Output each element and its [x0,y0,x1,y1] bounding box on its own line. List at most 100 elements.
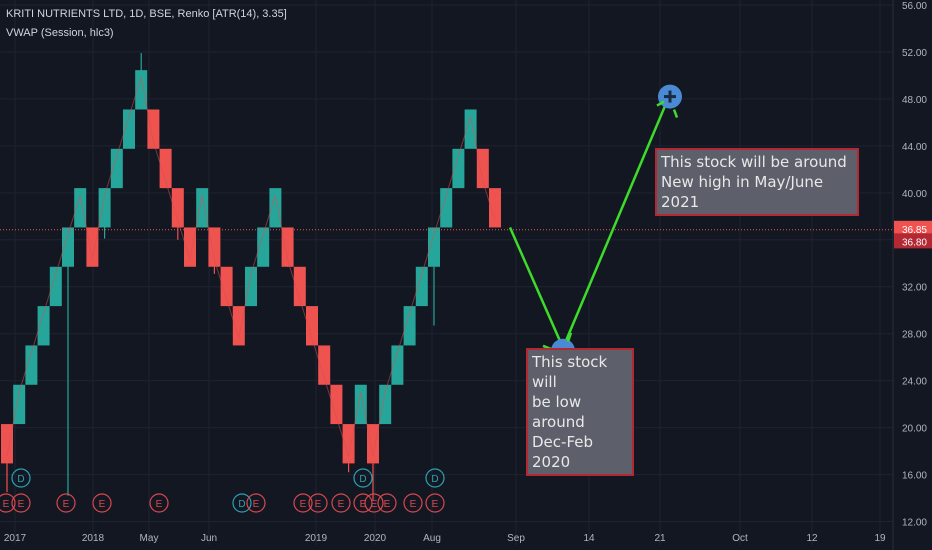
high-annotation-line: New high in May/June 2021 [661,173,824,211]
low-annotation: This stock will be low around Dec-Feb 20… [526,348,634,476]
chart-title: KRITI NUTRIENTS LTD, 1D, BSE, Renko [ATR… [6,8,287,20]
event-marker-label: E [338,499,345,510]
renko-brick [37,306,50,346]
x-tick-label: 19 [874,533,886,544]
high-annotation: This stock will be around New high in Ma… [655,148,859,216]
high-annotation-line: This stock will be around [661,153,847,171]
renko-brick [86,227,99,267]
renko-brick [476,148,489,189]
event-marker-label: E [360,499,367,510]
y-tick-label: 32.00 [902,283,927,294]
event-marker-label: E [63,499,70,510]
renko-brick [391,345,404,385]
event-marker [425,493,445,513]
renko-brick [208,227,221,267]
event-marker [308,493,328,513]
event-marker [246,493,266,513]
event-marker [403,493,423,513]
renko-brick [306,306,318,346]
event-marker-label: D [238,499,245,510]
event-marker [364,493,384,513]
low-annotation-line: This stock will [532,353,608,391]
dividend-marker [353,468,373,488]
event-marker [331,493,351,513]
event-marker [353,493,373,513]
event-marker [293,493,313,513]
renko-brick [354,384,367,425]
renko-brick [293,266,306,307]
x-tick-label: Sep [507,533,525,544]
renko-brick [330,384,343,425]
x-tick-label: 2019 [305,533,328,544]
renko-brick [49,266,62,307]
x-tick-label: 2020 [364,533,387,544]
x-tick-label: 14 [583,533,595,544]
last-price-tag [894,220,932,236]
y-tick-label: 20.00 [902,424,927,435]
renko-brick [379,384,392,425]
renko-brick [367,424,379,464]
indicator-label: VWAP (Session, hlc3) [6,27,114,39]
x-tick-label: Aug [423,533,441,544]
renko-brick [74,188,87,228]
x-tick-label: 12 [806,533,818,544]
y-tick-label: 56.00 [902,1,927,12]
x-tick-label: May [140,533,159,544]
renko-brick [220,266,233,307]
event-marker-label: E [156,499,163,510]
renko-brick [428,227,440,267]
renko-brick [318,345,331,385]
event-marker [56,493,76,513]
marker-tick [656,100,665,107]
low-annotation-line: Dec-Feb 2020 [532,433,593,471]
y-tick-label: 40.00 [902,189,927,200]
dividend-marker [11,468,31,488]
event-marker-label: E [3,499,10,510]
dividend-marker-label: D [431,474,438,485]
renko-brick [110,148,123,189]
renko-brick [245,266,257,307]
renko-brick [171,188,184,228]
renko-brick [269,188,282,228]
event-marker-label: E [432,499,439,510]
event-marker-label: E [18,499,25,510]
event-marker-label: E [384,499,391,510]
event-marker-label: E [253,499,260,510]
last-price-label: 36.85 [902,225,927,236]
renko-brick [257,227,270,267]
renko-brick [13,384,26,425]
event-marker [92,493,112,513]
y-tick-label: 44.00 [902,142,927,153]
renko-brick [98,188,111,228]
x-tick-label: 2017 [4,533,27,544]
event-marker-label: E [315,499,322,510]
x-tick-label: Jun [201,533,217,544]
event-marker [149,493,169,513]
marker-tick [672,109,679,119]
y-tick-label: 48.00 [902,95,927,106]
renko-brick [440,188,453,228]
dividend-marker [425,468,445,488]
event-marker-label: E [410,499,417,510]
renko-brick [464,109,477,149]
renko-brick [1,424,13,464]
vwap-price-label: 36.80 [902,237,927,248]
y-tick-label: 24.00 [902,377,927,388]
renko-brick [415,266,428,307]
y-tick-label: 16.00 [902,471,927,482]
renko-brick [232,306,245,346]
renko-brick [25,345,38,385]
renko-brick [196,188,209,228]
low-annotation-line: be low around [532,393,585,431]
renko-brick [135,70,148,110]
renko-brick [184,227,196,267]
event-marker [11,493,31,513]
x-tick-label: Oct [732,533,748,544]
x-tick-label: 2018 [82,533,105,544]
renko-brick [147,109,160,149]
vwap-line [6,77,496,457]
renko-brick [62,227,74,267]
event-marker-label: E [300,499,307,510]
renko-brick [489,188,501,228]
